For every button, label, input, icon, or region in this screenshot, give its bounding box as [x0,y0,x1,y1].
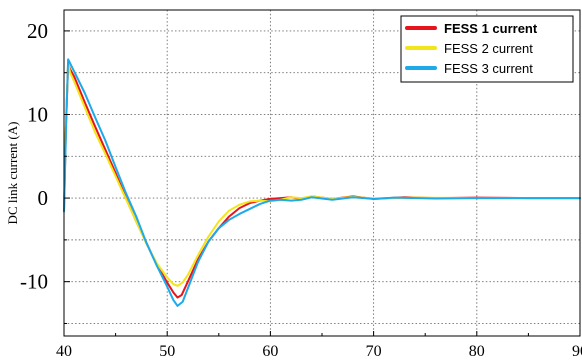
series-lines [63,58,581,307]
series-line-3 [63,58,581,307]
legend: FESS 1 current FESS 2 current FESS 3 curre… [400,15,574,83]
tick-marks [63,30,581,336]
y-tick-label: 10 [27,102,48,126]
y-tick-label: 0 [38,186,49,210]
x-tick-label: 50 [159,343,175,360]
tick-labels: 40 50 60 70 80 90 20 10 0 -10 [20,19,582,360]
y-tick-label: -10 [20,270,48,294]
x-tick-label: 70 [366,343,382,360]
x-tick-label: 80 [469,343,485,360]
x-tick-label: 60 [262,343,278,360]
y-tick-label: 20 [27,19,48,43]
legend-label: FESS 2 current [444,41,533,56]
legend-label: FESS 3 current [444,61,533,76]
legend-label: FESS 1 current [444,21,538,36]
y-axis-label: DC link current (A) [5,122,20,225]
x-tick-label: 40 [56,343,72,360]
x-tick-label: 90 [572,343,582,360]
